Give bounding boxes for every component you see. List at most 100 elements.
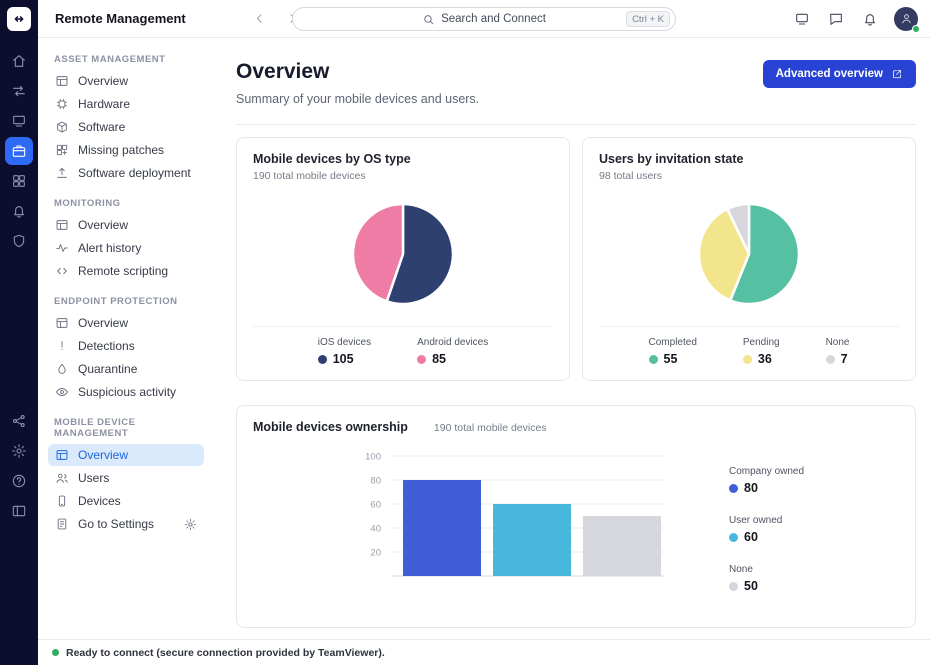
legend-label: Company owned — [729, 466, 805, 477]
sidebar-item-label: Overview — [78, 448, 129, 462]
rail-organization-button[interactable] — [5, 227, 33, 255]
legend-entry-android-devices: Android devices 85 — [417, 337, 488, 366]
sidebar-item-go-to-settings[interactable]: Go to Settings — [48, 513, 204, 535]
grid-overview-icon — [55, 218, 69, 232]
sidebar-item-hardware[interactable]: Hardware — [48, 93, 204, 115]
panel-icon — [11, 503, 27, 519]
sidebar-item-remote-scripting[interactable]: Remote scripting — [48, 260, 204, 282]
sidebar-item-devices[interactable]: Devices — [48, 490, 204, 512]
teamviewer-logo[interactable] — [7, 7, 31, 31]
sidebar-item-software[interactable]: Software — [48, 116, 204, 138]
legend-value: 7 — [840, 352, 848, 366]
rail-modules-button[interactable] — [5, 167, 33, 195]
chat-button[interactable] — [828, 11, 844, 27]
sidebar-item-alert-history[interactable]: Alert history — [48, 237, 204, 259]
legend-label: Completed — [648, 337, 697, 348]
legend-entry-pending: Pending 36 — [742, 337, 780, 366]
legend-label: Android devices — [417, 337, 489, 348]
rail-notifications-button[interactable] — [5, 197, 33, 225]
rail-network-button[interactable] — [5, 407, 33, 435]
my-devices-button[interactable] — [794, 11, 810, 27]
pie-slice-pending — [697, 207, 751, 302]
legend-entry-none: None 7 — [825, 337, 849, 366]
legend-value-row: 105 — [317, 352, 371, 366]
user-avatar[interactable] — [894, 6, 920, 33]
legend-value: 85 — [432, 352, 446, 366]
bell-icon — [11, 203, 27, 219]
external-link-icon — [891, 68, 903, 80]
sidebar-item-missing-patches[interactable]: Missing patches — [48, 139, 204, 161]
gear-icon — [11, 443, 27, 459]
svg-text:40: 40 — [370, 524, 381, 535]
notifications-button[interactable] — [862, 11, 878, 27]
sidebar-item-quarantine[interactable]: Quarantine — [48, 358, 204, 380]
ready-status-dot — [52, 649, 59, 656]
pie-slice-none — [726, 202, 751, 256]
topbar: Remote Management Search and Connect Ctr… — [38, 0, 930, 38]
deploy-icon — [55, 166, 69, 180]
legend-ownership: Company owned 80 User owned 60 None 50 — [729, 438, 804, 613]
rail-collapse-panel-button[interactable] — [5, 497, 33, 525]
sidebar-item-users[interactable]: Users — [48, 467, 204, 489]
svg-text:20: 20 — [370, 548, 381, 559]
card-subtitle: 190 total mobile devices — [253, 170, 366, 182]
legend-color-dot — [417, 354, 427, 364]
cards-row: Mobile devices by OS type 190 total mobi… — [236, 137, 916, 381]
bar-none — [583, 516, 661, 576]
legend-value-row: 36 — [742, 352, 780, 366]
sidebar-item-overview[interactable]: Overview — [48, 444, 204, 466]
legend-value-row: 60 — [729, 530, 804, 544]
rail-settings-button[interactable] — [5, 437, 33, 465]
legend-label: None — [729, 564, 753, 575]
search-icon — [422, 13, 435, 26]
network-icon — [11, 413, 27, 429]
legend-color-dot — [729, 532, 738, 542]
sidebar-item-label: Hardware — [78, 97, 131, 111]
legend-label: Pending — [742, 337, 780, 348]
page-header: Overview Summary of your mobile devices … — [236, 38, 916, 125]
sidebar-item-suspicious-activity[interactable]: Suspicious activity — [48, 381, 204, 403]
home-icon — [11, 53, 27, 69]
rail-home-button[interactable] — [5, 47, 33, 75]
legend-value: 36 — [757, 352, 772, 366]
legend-entry-user-owned: User owned 60 — [729, 515, 804, 544]
page-title: Overview — [236, 60, 330, 83]
sidebar-item-label: Devices — [78, 494, 121, 508]
sidebar-item-label: Missing patches — [78, 143, 165, 157]
svg-text:80: 80 — [370, 476, 381, 487]
svg-text:100: 100 — [365, 452, 381, 463]
bell-icon — [862, 11, 878, 27]
legend-color-dot — [648, 354, 658, 364]
legend-value: 60 — [744, 530, 758, 544]
card-title: Mobile devices by OS type — [253, 152, 411, 166]
legend-value-row: 55 — [648, 352, 697, 366]
sidebar-item-label: Detections — [78, 339, 135, 353]
sidebar-section-endpoint-protection: ENDPOINT PROTECTION — [54, 296, 178, 307]
sidebar-item-overview[interactable]: Overview — [48, 70, 204, 92]
rail-help-button[interactable] — [5, 467, 33, 495]
pie-chart-os-type — [351, 202, 455, 306]
person-icon — [900, 12, 913, 25]
search-input[interactable]: Search and Connect Ctrl + K — [292, 7, 676, 31]
users-icon — [55, 471, 69, 485]
legend-value-row: 50 — [729, 579, 804, 593]
card-ownership: Mobile devices ownership 190 total mobil… — [236, 405, 916, 628]
app-title: Remote Management — [55, 11, 186, 26]
rail-devices-button[interactable] — [5, 107, 33, 135]
rail-remote-management-button[interactable] — [5, 137, 33, 165]
rail-connections-button[interactable] — [5, 77, 33, 105]
sidebar-item-overview[interactable]: Overview — [48, 214, 204, 236]
legend-invitation-state: Completed 55 Pending 36 None 7 — [599, 326, 899, 366]
sidebar-item-software-deployment[interactable]: Software deployment — [48, 162, 204, 184]
legend-entry-company-owned: Company owned 80 — [729, 466, 804, 495]
sidebar-item-overview[interactable]: Overview — [48, 312, 204, 334]
main-content: Overview Summary of your mobile devices … — [214, 38, 930, 639]
chevron-left-icon — [252, 11, 267, 26]
back-button[interactable] — [252, 11, 267, 26]
advanced-overview-button[interactable]: Advanced overview — [762, 60, 916, 88]
online-status-dot — [912, 24, 920, 33]
sidebar-item-detections[interactable]: Detections — [48, 335, 204, 357]
devices-icon — [794, 11, 810, 27]
legend-color-dot — [742, 354, 752, 364]
card-body: 20 40 60 80 100 Company owned 80 User owned 60 N… — [253, 438, 899, 613]
